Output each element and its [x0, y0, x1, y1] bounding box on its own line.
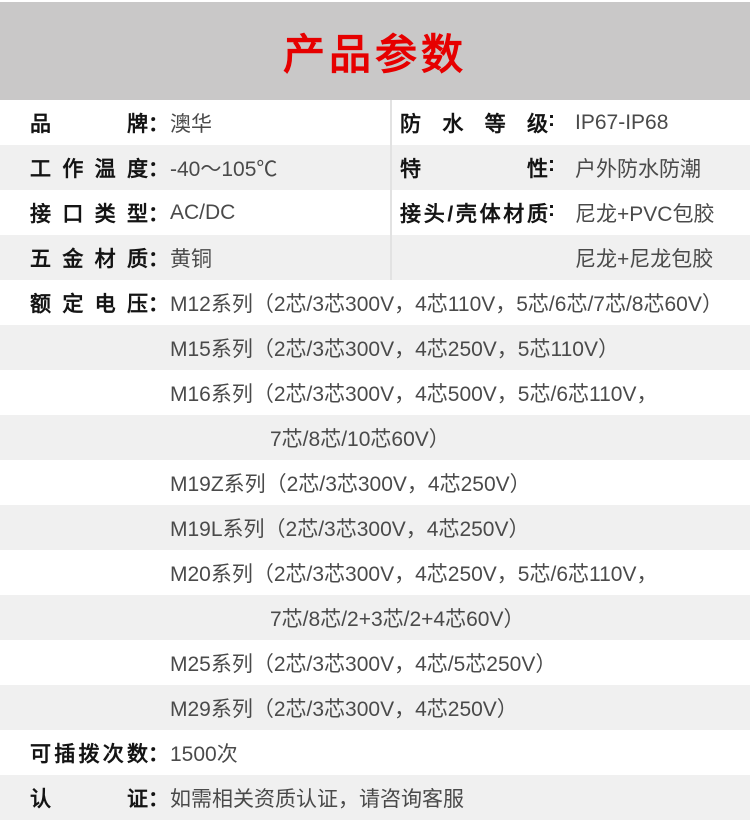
voltage-line-m25: M25系列（2芯/3芯300V，4芯/5芯250V） — [170, 652, 557, 676]
voltage-row-m12: 额定电压： M12系列（2芯/3芯300V，4芯110V，5芯/6芯/7芯/8芯… — [0, 280, 750, 325]
voltage-line-m19l: M19L系列（2芯/3芯300V，4芯250V） — [170, 517, 530, 541]
voltage-row-m15: M15系列（2芯/3芯300V，4芯250V，5芯110V） — [0, 325, 750, 370]
certification-label: 认证： — [30, 787, 169, 811]
waterproof-label: 防水等级: — [400, 107, 555, 136]
voltage-line-m16: M16系列（2芯/3芯300V，4芯500V，5芯/6芯110V， — [170, 382, 658, 406]
page-title: 产品参数 — [282, 30, 467, 78]
voltage-row-m25: M25系列（2芯/3芯300V，4芯/5芯250V） — [0, 640, 750, 685]
plug-cycles-row: 可插拨次数： 1500次 — [0, 730, 750, 775]
spec-row-interface: 接口类型： AC/DC 接头/壳体材质: 尼龙+PVC包胶 — [0, 190, 750, 235]
shell-material-label: 接头/壳体材质: — [400, 197, 555, 226]
waterproof-cell: 防水等级: IP67-IP68 — [390, 100, 750, 145]
feature-value: 户外防水防潮 — [575, 157, 701, 181]
voltage-row-m19l: M19L系列（2芯/3芯300V，4芯250V） — [0, 505, 750, 550]
brand-value: 澳华 — [170, 112, 212, 136]
voltage-line-m19z: M19Z系列（2芯/3芯300V，4芯250V） — [170, 472, 531, 496]
spec-row-hardware: 五金材质： 黄铜 尼龙+尼龙包胶 — [0, 235, 750, 280]
interface-cell: 接口类型： AC/DC — [0, 190, 390, 235]
plug-cycles-label: 可插拨次数： — [30, 742, 169, 766]
plug-cycles-value: 1500次 — [170, 742, 238, 766]
voltage-line-m12: M12系列（2芯/3芯300V，4芯110V，5芯/6芯/7芯/8芯60V） — [170, 292, 723, 316]
voltage-line-m20: M20系列（2芯/3芯300V，4芯250V，5芯/6芯110V， — [170, 562, 658, 586]
top-strip — [0, 0, 750, 2]
temperature-value: -40～105℃ — [170, 157, 278, 181]
interface-label: 接口类型： — [30, 202, 169, 226]
brand-cell: 品牌： 澳华 — [0, 100, 390, 145]
temperature-label: 工作温度： — [30, 157, 169, 181]
voltage-row-m20-cont: 7芯/8芯/2+3芯/2+4芯60V） — [0, 595, 750, 640]
waterproof-value: IP67-IP68 — [575, 110, 669, 134]
certification-row: 认证： 如需相关资质认证，请咨询客服 — [0, 775, 750, 820]
hardware-cell: 五金材质： 黄铜 — [0, 235, 390, 280]
shell-material-cell: 接头/壳体材质: 尼龙+PVC包胶 — [390, 190, 750, 235]
voltage-line-m16-cont: 7芯/8芯/10芯60V） — [270, 427, 450, 451]
shell-material2-value: 尼龙+尼龙包胶 — [575, 247, 714, 271]
header: 产品参数 — [0, 2, 750, 100]
voltage-line-m15: M15系列（2芯/3芯300V，4芯250V，5芯110V） — [170, 337, 619, 361]
voltage-row-m29: M29系列（2芯/3芯300V，4芯250V） — [0, 685, 750, 730]
spec-row-temperature: 工作温度： -40～105℃ 特性: 户外防水防潮 — [0, 145, 750, 190]
hardware-value: 黄铜 — [170, 247, 212, 271]
voltage-row-m16: M16系列（2芯/3芯300V，4芯500V，5芯/6芯110V， — [0, 370, 750, 415]
voltage-row-m20: M20系列（2芯/3芯300V，4芯250V，5芯/6芯110V， — [0, 550, 750, 595]
feature-label: 特性: — [400, 152, 555, 181]
interface-value: AC/DC — [170, 200, 236, 224]
shell-material-value: 尼龙+PVC包胶 — [575, 202, 715, 226]
voltage-row-m19z: M19Z系列（2芯/3芯300V，4芯250V） — [0, 460, 750, 505]
hardware-label: 五金材质： — [30, 247, 169, 271]
temperature-cell: 工作温度： -40～105℃ — [0, 145, 390, 190]
voltage-line-m29: M29系列（2芯/3芯300V，4芯250V） — [170, 697, 518, 721]
shell-material2-cell: 尼龙+尼龙包胶 — [390, 235, 750, 280]
feature-cell: 特性: 户外防水防潮 — [390, 145, 750, 190]
voltage-row-m16-cont: 7芯/8芯/10芯60V） — [0, 415, 750, 460]
brand-label: 品牌： — [30, 112, 169, 136]
certification-value: 如需相关资质认证，请咨询客服 — [170, 787, 464, 811]
spec-row-brand: 品牌： 澳华 防水等级: IP67-IP68 — [0, 100, 750, 145]
voltage-label: 额定电压： — [30, 292, 169, 316]
voltage-line-m20-cont: 7芯/8芯/2+3芯/2+4芯60V） — [270, 607, 525, 631]
